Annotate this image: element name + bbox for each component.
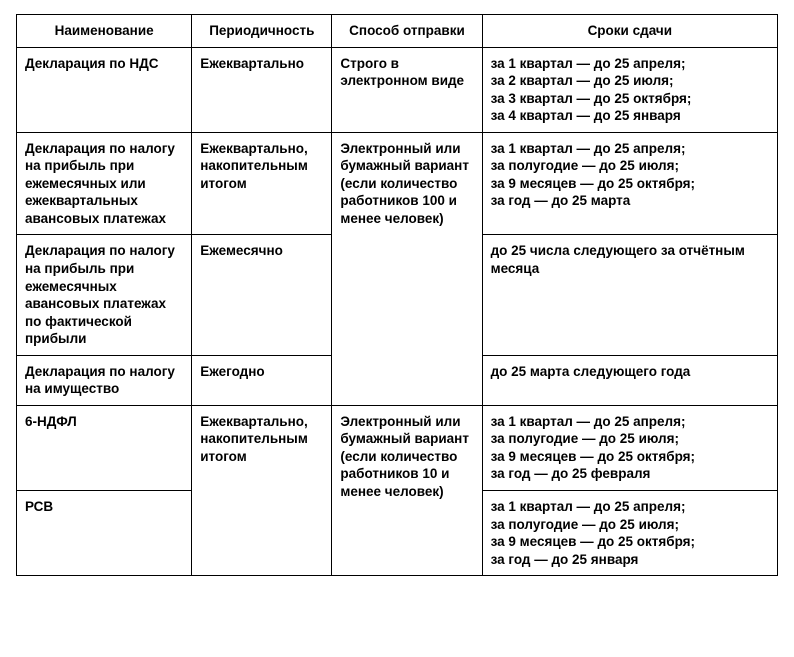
cell-deadline: за 1 квартал — до 25 апреля;за полугодие… <box>482 491 777 576</box>
table-row: Декларация по налогу на прибыль при ежем… <box>17 132 778 235</box>
cell-deadline: до 25 числа следующего за отчётным месяц… <box>482 235 777 355</box>
header-method: Способ отправки <box>332 15 482 48</box>
cell-deadline: за 1 квартал — до 25 апреля;за 2 квартал… <box>482 47 777 132</box>
cell-name: 6-НДФЛ <box>17 405 192 490</box>
table-header-row: Наименование Периодичность Способ отправ… <box>17 15 778 48</box>
cell-method: Электронный или бумажный вариант (если к… <box>332 405 482 575</box>
header-deadline: Сроки сдачи <box>482 15 777 48</box>
cell-name: РСВ <box>17 491 192 576</box>
cell-period: Ежеквартально, накопительным итогом <box>192 132 332 235</box>
cell-period: Ежемесячно <box>192 235 332 355</box>
cell-deadline: за 1 квартал — до 25 апреля;за полугодие… <box>482 132 777 235</box>
table-row: Декларация по НДС Ежеквартально Строго в… <box>17 47 778 132</box>
cell-period: Ежегодно <box>192 355 332 405</box>
cell-method: Электронный или бумажный вариант (если к… <box>332 132 482 405</box>
cell-method: Строго в электронном виде <box>332 47 482 132</box>
cell-name: Декларация по налогу на прибыль при ежем… <box>17 235 192 355</box>
cell-period: Ежеквартально <box>192 47 332 132</box>
cell-deadline: за 1 квартал — до 25 апреля;за полугодие… <box>482 405 777 490</box>
header-name: Наименование <box>17 15 192 48</box>
cell-name: Декларация по налогу на прибыль при ежем… <box>17 132 192 235</box>
cell-name: Декларация по НДС <box>17 47 192 132</box>
cell-period: Ежеквартально, накопительным итогом <box>192 405 332 575</box>
cell-deadline: до 25 марта следующего года <box>482 355 777 405</box>
reporting-table: Наименование Периодичность Способ отправ… <box>16 14 778 576</box>
table-row: 6-НДФЛ Ежеквартально, накопительным итог… <box>17 405 778 490</box>
cell-name: Декларация по налогу на имущество <box>17 355 192 405</box>
header-period: Периодичность <box>192 15 332 48</box>
